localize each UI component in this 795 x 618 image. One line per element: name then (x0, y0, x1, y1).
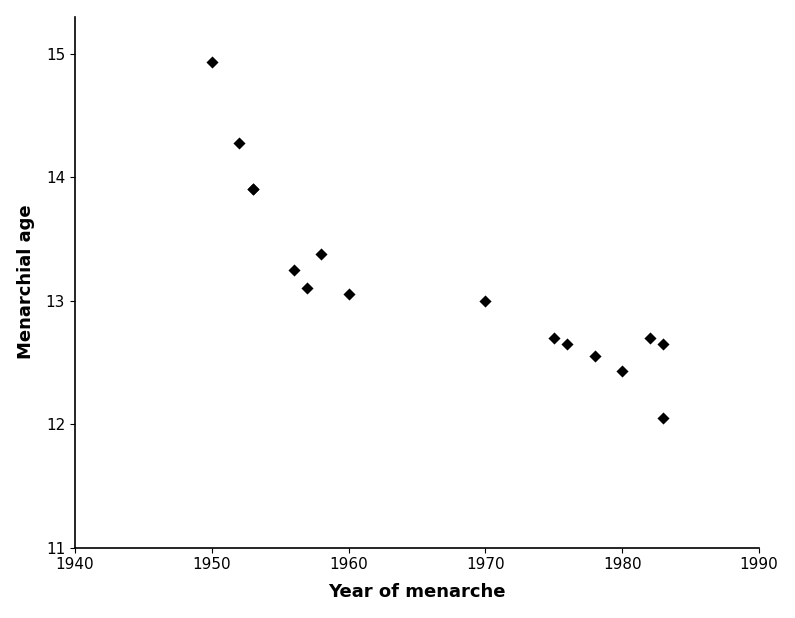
Point (479, 295, 491, 305)
Point (288, 265, 301, 274)
Point (588, 351, 601, 361)
X-axis label: Year of menarche: Year of menarche (328, 583, 506, 601)
Point (342, 289, 355, 299)
Point (315, 249, 328, 259)
Point (301, 283, 314, 293)
Point (246, 185, 259, 195)
Point (205, 57, 218, 67)
Point (657, 339, 669, 349)
Point (616, 366, 629, 376)
Point (233, 138, 246, 148)
Point (643, 332, 656, 342)
Y-axis label: Menarchial age: Menarchial age (17, 205, 35, 360)
Point (561, 339, 574, 349)
Point (657, 413, 669, 423)
Point (548, 332, 560, 342)
Point (246, 185, 259, 195)
